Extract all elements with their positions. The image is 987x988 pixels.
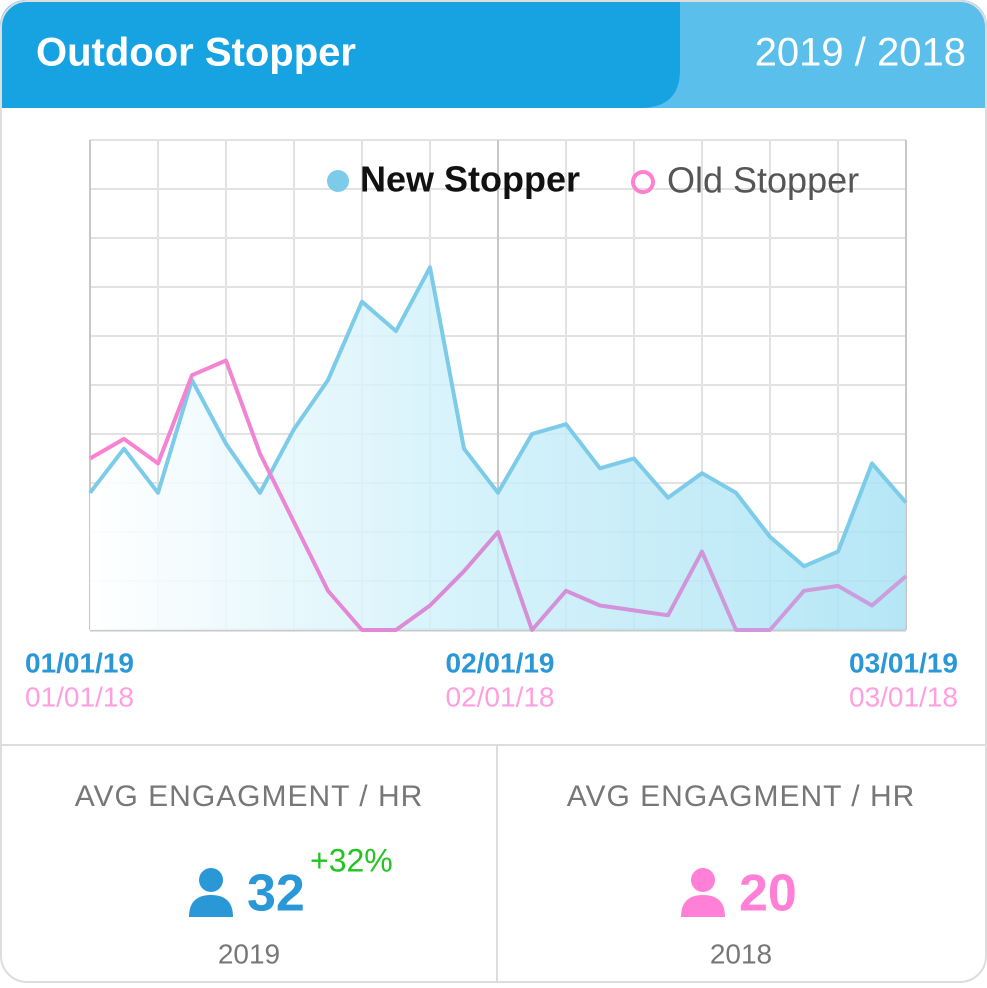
line [88,265,908,569]
stat-value: 32 [247,865,305,923]
stat-year: 2018 [710,938,772,969]
user-icon [189,895,233,917]
stat-label: AVG ENGAGMENT / HR [567,780,916,813]
legend-marker [327,170,349,192]
x-tick-label-old: 02/01/18 [446,681,555,712]
x-tick-label: 01/01/19 [25,647,134,678]
legend-label: New Stopper [360,159,580,200]
stat-label: AVG ENGAGMENT / HR [75,780,424,813]
user-icon [691,868,715,892]
legend-marker [631,170,655,194]
period: 2019 / 2018 [755,31,966,75]
line [89,358,908,632]
user-icon [681,895,725,917]
title: Outdoor Stopper [36,31,356,75]
stat-change: +32% [310,842,393,878]
stat-year: 2019 [218,938,280,969]
legend-label: Old Stopper [667,160,859,201]
x-tick-label: 03/01/19 [849,647,958,678]
x-tick-label-old: 01/01/18 [25,681,134,712]
area [90,267,906,630]
header-tab [0,0,680,108]
stats: AVG ENGAGMENT / HR 32+32% 2019 AVG ENGAGMEN… [75,780,916,969]
stat-value: 20 [739,865,797,923]
user-icon [199,868,223,892]
x-tick-label-old: 03/01/18 [849,681,958,712]
x-tick-label: 02/01/19 [446,647,555,678]
